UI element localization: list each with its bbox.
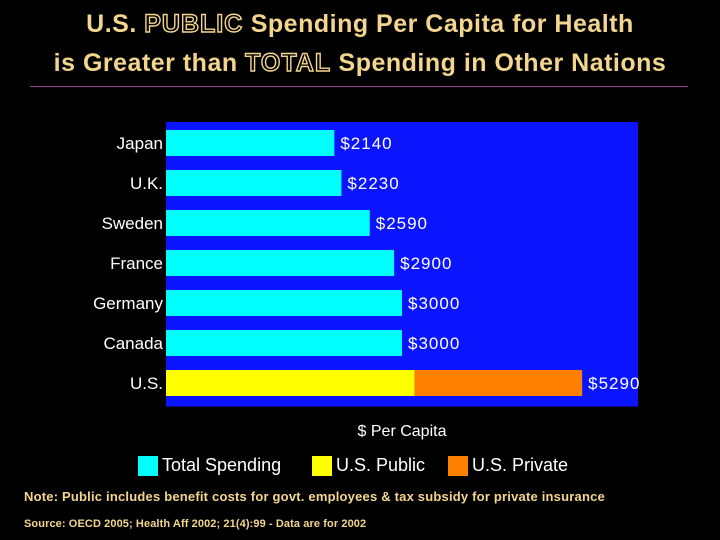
legend-swatch-us-public (312, 455, 332, 476)
title-line-1-start: U.S. (86, 10, 145, 38)
value-label-u-k: $2230 (347, 174, 399, 193)
legend-swatch-total (138, 455, 158, 476)
bar-chart: Japan U.K. Sweden France Germany Canada U.S. $… (93, 122, 640, 440)
legend-item-total: Total Spending (138, 455, 281, 476)
title-line-2-start: is Greater than (53, 49, 246, 77)
bar-japan-total-spending (166, 130, 335, 156)
category-label-france: France (110, 254, 163, 273)
title-line-1-end: Spending Per Capita for Health (243, 10, 634, 38)
bar-germany-total-spending (166, 290, 402, 316)
bar-u-k-total-spending (166, 170, 342, 196)
value-label-germany: $3000 (408, 294, 460, 313)
value-label-u-s: $5290 (588, 374, 640, 393)
legend-item-us-public: U.S. Public (312, 455, 425, 476)
legend-swatch-us-private (448, 455, 468, 476)
bar-u-s-u-s-private (414, 370, 583, 396)
bar-france-total-spending (166, 250, 395, 276)
value-label-sweden: $2590 (376, 214, 428, 233)
category-label-germany: Germany (93, 294, 163, 313)
bar-u-s-u-s-public (166, 370, 415, 396)
category-label-japan: Japan (117, 134, 163, 153)
value-label-canada: $3000 (408, 334, 460, 353)
value-label-france: $2900 (400, 254, 452, 273)
title-line-1: U.S. PUBLIC Spending Per Capita for Heal… (0, 9, 720, 39)
bar-canada-total-spending (166, 330, 402, 356)
title-emphasis-total: TOTAL (244, 48, 332, 77)
title-line-2: is Greater than TOTAL Spending in Other … (0, 48, 720, 78)
legend-label-total: Total Spending (162, 455, 282, 475)
source-citation: Source: OECD 2005; Health Aff 2002; 21(4… (24, 518, 367, 530)
category-label-canada: Canada (103, 334, 163, 353)
category-label-u-s: U.S. (130, 374, 163, 393)
bar-sweden-total-spending (166, 210, 370, 236)
legend-label-us-public: U.S. Public (336, 455, 426, 475)
value-label-japan: $2140 (340, 134, 392, 153)
x-axis-label: $ Per Capita (358, 423, 447, 440)
title-line-2-end: Spending in Other Nations (331, 49, 667, 77)
category-label-u-k: U.K. (130, 174, 163, 193)
legend-item-us-private: U.S. Private (448, 455, 568, 476)
legend-label-us-private: U.S. Private (472, 455, 569, 475)
legend: Total Spending U.S. Public U.S. Private (0, 455, 720, 479)
title-divider (30, 86, 688, 87)
category-label-sweden: Sweden (102, 214, 163, 233)
footnote: Note: Public includes benefit costs for … (24, 489, 605, 504)
title-emphasis-public: PUBLIC (144, 9, 244, 38)
